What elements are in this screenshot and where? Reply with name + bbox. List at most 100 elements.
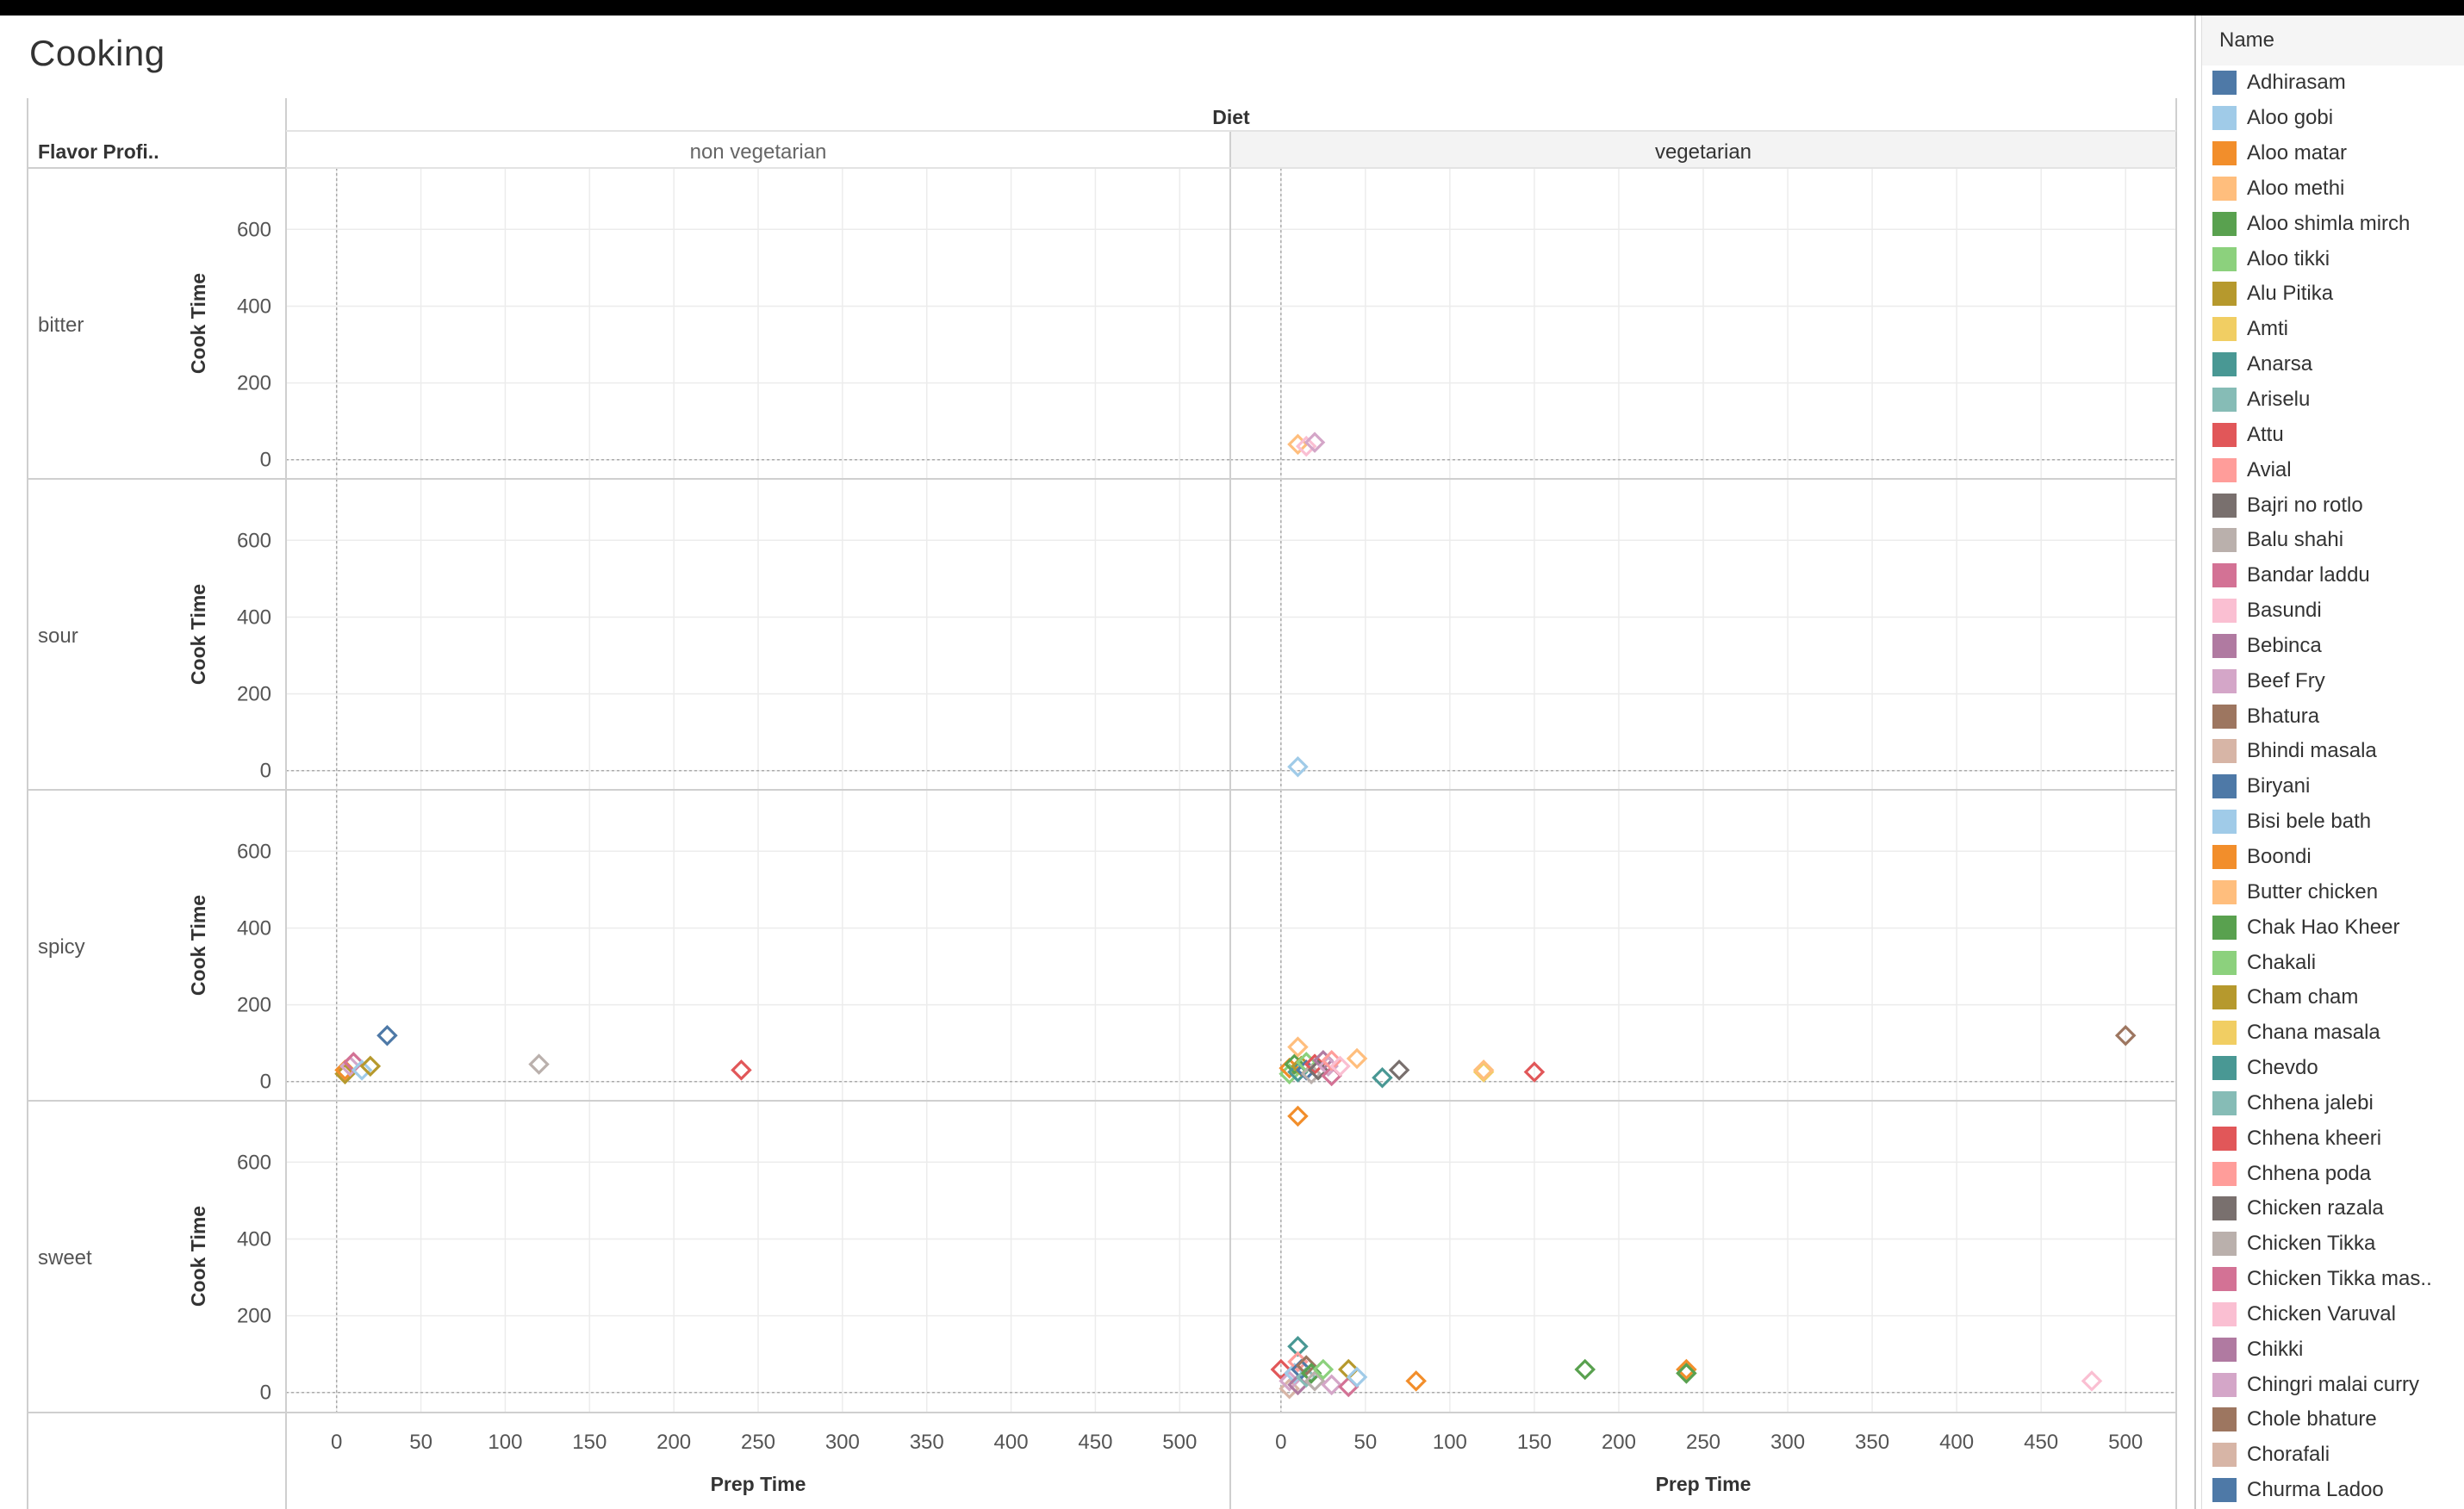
legend-swatch (2212, 563, 2237, 588)
legend-item[interactable]: Chhena jalebi (2202, 1085, 2464, 1121)
legend-item[interactable]: Chhena kheeri (2202, 1121, 2464, 1156)
legend-label: Beef Fry (2247, 668, 2325, 692)
legend-label: Boondi (2247, 844, 2312, 868)
legend-item[interactable]: Beef Fry (2202, 663, 2464, 699)
data-point (1346, 1366, 1368, 1388)
legend-label: Bhatura (2247, 704, 2320, 728)
legend-swatch (2212, 493, 2237, 518)
legend-item[interactable]: Bandar laddu (2202, 558, 2464, 593)
legend-swatch (2212, 879, 2237, 904)
window-top-bar (0, 0, 2464, 16)
row-label-sweet: sweet (38, 1246, 92, 1270)
legend-item[interactable]: Aloo gobi (2202, 101, 2464, 136)
data-point (1295, 435, 1317, 457)
x-tick-label: 300 (825, 1431, 860, 1454)
data-point (1329, 1055, 1351, 1077)
legend-item[interactable]: Bhatura (2202, 699, 2464, 734)
legend-item[interactable]: Chhena poda (2202, 1156, 2464, 1191)
x-tick-label: 0 (331, 1431, 342, 1454)
legend-item[interactable]: Chicken Tikka (2202, 1226, 2464, 1262)
x-tick-label: 100 (1433, 1431, 1467, 1454)
legend-swatch (2212, 457, 2237, 482)
legend-swatch (2212, 317, 2237, 342)
legend-label: Chhena jalebi (2247, 1090, 2374, 1115)
legend-label: Alu Pitika (2247, 282, 2334, 306)
legend-label: Chicken Varuval (2247, 1301, 2396, 1326)
legend-item[interactable]: Basundi (2202, 593, 2464, 629)
legend-item[interactable]: Anarsa (2202, 347, 2464, 382)
legend-item[interactable]: Attu (2202, 417, 2464, 452)
view-legend-divider[interactable] (2194, 16, 2196, 1509)
y-tick-label: 600 (237, 1151, 271, 1174)
column-header-label: Diet (1212, 106, 1250, 128)
column-label-non_veg: non vegetarian (690, 140, 827, 164)
legend-item[interactable]: Chakali (2202, 945, 2464, 980)
x-axis-title: Prep Time (1656, 1473, 1752, 1495)
legend-item[interactable]: Chorafali (2202, 1438, 2464, 1473)
legend-item[interactable]: Adhirasam (2202, 65, 2464, 101)
y-axis-title: Cook Time (187, 1206, 209, 1307)
legend-item[interactable]: Bebinca (2202, 629, 2464, 664)
legend-label: Amti (2247, 317, 2288, 341)
legend-item[interactable]: Aloo methi (2202, 171, 2464, 207)
data-point (351, 1059, 373, 1081)
legend-item[interactable]: Avial (2202, 452, 2464, 487)
legend-item[interactable]: Boondi (2202, 840, 2464, 875)
legend-item[interactable]: Chevdo (2202, 1051, 2464, 1086)
y-tick-label: 600 (237, 840, 271, 863)
x-tick-label: 350 (1855, 1431, 1889, 1454)
legend-item[interactable]: Bhindi masala (2202, 734, 2464, 769)
legend-item[interactable]: Chak Hao Kheer (2202, 910, 2464, 945)
x-tick-label: 150 (1517, 1431, 1552, 1454)
legend-swatch (2212, 246, 2237, 271)
legend-label: Biryani (2247, 774, 2311, 798)
legend-item[interactable]: Alu Pitika (2202, 276, 2464, 312)
legend-item[interactable]: Churma Ladoo (2202, 1473, 2464, 1508)
data-point (1372, 1066, 1393, 1089)
legend-item[interactable]: Biryani (2202, 769, 2464, 804)
legend-item[interactable]: Chana masala (2202, 1015, 2464, 1051)
x-tick-label: 150 (572, 1431, 607, 1454)
legend-swatch (2212, 422, 2237, 447)
legend-item[interactable]: Balu shahi (2202, 523, 2464, 558)
legend-label: Attu (2247, 422, 2284, 446)
legend-item[interactable]: Bisi bele bath (2202, 804, 2464, 840)
data-point (1472, 1059, 1495, 1081)
data-point (1321, 1049, 1342, 1071)
legend-item[interactable]: Chicken razala (2202, 1191, 2464, 1226)
data-point (376, 1024, 398, 1046)
legend-swatch (2212, 1372, 2237, 1397)
legend-item[interactable]: Chicken Tikka mas.. (2202, 1262, 2464, 1297)
legend-item[interactable]: Ariselu (2202, 382, 2464, 418)
x-tick-label: 450 (1078, 1431, 1112, 1454)
legend-item[interactable]: Cham cham (2202, 980, 2464, 1015)
legend-item[interactable]: Chingri malai curry (2202, 1367, 2464, 1402)
legend-item[interactable]: Aloo matar (2202, 136, 2464, 171)
legend-item[interactable]: Chikki (2202, 1332, 2464, 1367)
data-point (1287, 1036, 1309, 1058)
data-point (1676, 1358, 1697, 1381)
legend-item[interactable]: Amti (2202, 312, 2464, 347)
legend-label: Adhirasam (2247, 71, 2346, 95)
y-tick-label: 600 (237, 529, 271, 552)
legend-swatch (2212, 704, 2237, 729)
legend-label: Chakali (2247, 950, 2317, 974)
legend-item[interactable]: Chole bhature (2202, 1402, 2464, 1438)
legend-item[interactable]: Bajri no rotlo (2202, 487, 2464, 523)
legend-swatch (2212, 1407, 2237, 1432)
legend-item[interactable]: Butter chicken (2202, 874, 2464, 910)
legend-item[interactable]: Chicken Varuval (2202, 1297, 2464, 1332)
legend-swatch (2212, 1337, 2237, 1362)
row-label-spicy: spicy (38, 935, 85, 959)
legend-swatch (2212, 844, 2237, 869)
data-point (1574, 1358, 1596, 1381)
legend-label: Chicken Tikka mas.. (2247, 1267, 2432, 1291)
legend-item[interactable]: Aloo tikki (2202, 241, 2464, 276)
x-tick-label: 50 (409, 1431, 432, 1454)
legend-label: Chicken Tikka (2247, 1232, 2376, 1256)
legend-item[interactable]: Aloo shimla mirch (2202, 206, 2464, 241)
legend-label: Chana masala (2247, 1021, 2380, 1045)
data-point (1284, 1363, 1305, 1384)
legend-label: Ariselu (2247, 388, 2311, 412)
data-point (1312, 1358, 1335, 1381)
